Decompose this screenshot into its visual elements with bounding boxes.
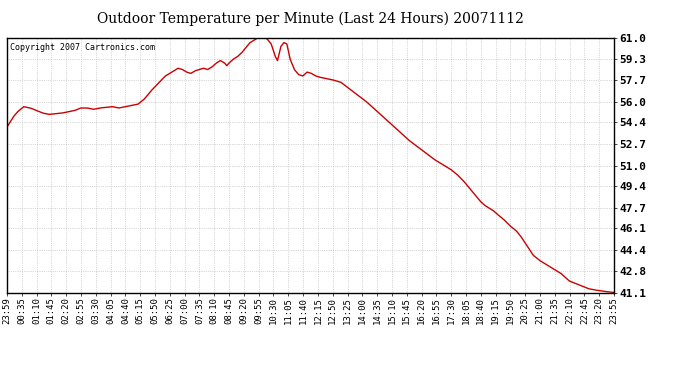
Text: Outdoor Temperature per Minute (Last 24 Hours) 20071112: Outdoor Temperature per Minute (Last 24 …: [97, 11, 524, 26]
Text: Copyright 2007 Cartronics.com: Copyright 2007 Cartronics.com: [10, 43, 155, 52]
